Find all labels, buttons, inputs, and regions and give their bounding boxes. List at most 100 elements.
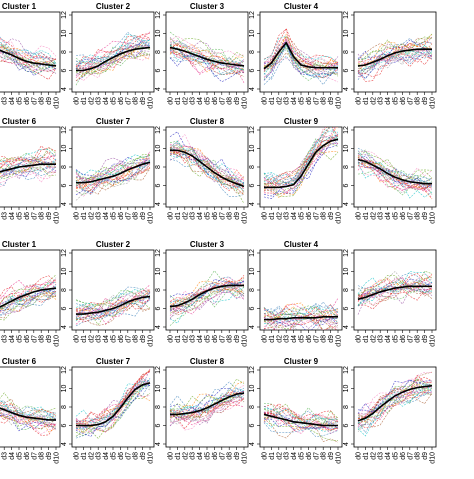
member-profile-line [263, 55, 339, 86]
x-tick-label: d6 [212, 97, 219, 105]
member-profile-line [0, 413, 57, 426]
x-tick-label: d0 [74, 212, 81, 220]
member-profile-line [357, 391, 433, 422]
member-profile-line [0, 38, 57, 60]
x-tick-label: d5 [299, 452, 306, 460]
member-profile-line [75, 288, 151, 310]
x-tick-label: d0 [356, 97, 363, 105]
member-profile-line [0, 166, 57, 186]
x-tick-label: d8 [39, 97, 46, 105]
y-tick-label: 8 [343, 165, 350, 169]
x-tick-label: d10 [148, 212, 155, 224]
x-tick-label: d10 [242, 97, 249, 109]
plot-frame [259, 11, 343, 93]
x-tick-label: d4 [291, 335, 298, 343]
member-profile-line [357, 272, 433, 302]
x-tick-label: d3 [378, 212, 385, 220]
y-tick-label: 10 [249, 268, 256, 276]
member-profile-line [263, 413, 339, 434]
y-tick-label: 8 [249, 50, 256, 54]
x-tick-label: d0 [74, 452, 81, 460]
member-profile-line [75, 156, 151, 182]
x-tick-label: d8 [39, 335, 46, 343]
y-tick-label: 8 [155, 165, 162, 169]
member-profile-line [169, 391, 245, 419]
member-profile-line [0, 55, 57, 69]
member-profiles [169, 378, 245, 431]
member-profile-line [0, 292, 57, 310]
centroid-line [357, 384, 433, 422]
x-tick-label: d9 [328, 452, 335, 460]
y-tick-label: 10 [249, 30, 256, 38]
member-profile-line [0, 169, 57, 184]
member-profile-line [263, 403, 339, 422]
x-tick-label: d8 [415, 97, 422, 105]
member-profile-line [75, 392, 151, 434]
y-tick-label: 6 [343, 306, 350, 310]
y-tick-label: 8 [155, 405, 162, 409]
member-profile-line [0, 279, 57, 304]
member-profile-line [75, 371, 151, 426]
member-profile-line [357, 37, 433, 61]
x-tick-label: d10 [430, 212, 437, 224]
x-tick-label: d2 [0, 335, 1, 343]
member-profile-line [0, 392, 57, 420]
member-profile-line [75, 286, 151, 314]
member-profile-line [357, 285, 433, 306]
member-profile-line [75, 156, 151, 178]
cluster-panel: Cluster 3 4 6 8 10 12 d0 d1 d2 d3 d4 d5 d6 d7 d8 d9 d10 [155, 240, 249, 347]
y-tick-label: 10 [343, 385, 350, 393]
x-tick-label: d9 [328, 335, 335, 343]
y-tick-label: 10 [249, 385, 256, 393]
member-profile-line [75, 39, 151, 66]
member-profile-line [0, 290, 57, 313]
y-tick-label: 10 [343, 145, 350, 153]
x-tick-label: d3 [378, 97, 385, 105]
member-profile-line [169, 284, 245, 326]
x-tick-label: d4 [291, 452, 298, 460]
member-profile-line [75, 152, 151, 183]
member-profile-line [357, 376, 433, 419]
member-profile-line [169, 53, 245, 76]
cluster-panel: Cluster 14681012d0d1d2d3d4d5d6d7d8d9d10 [0, 240, 61, 347]
centroid-line [170, 149, 245, 188]
member-profile-line [75, 154, 151, 178]
y-tick-label: 6 [155, 183, 162, 187]
x-tick-label: d8 [133, 97, 140, 105]
x-tick-label: d0 [356, 452, 363, 460]
member-profile-line [263, 28, 339, 63]
y-tick-label: 12 [249, 126, 256, 134]
x-tick-label: d2 [182, 452, 189, 460]
centroid-line [0, 407, 56, 421]
x-tick-label: d5 [17, 212, 24, 220]
x-tick-label: d4 [9, 97, 16, 105]
x-tick-label: d2 [276, 212, 283, 220]
x-tick-label: d6 [24, 97, 31, 105]
member-profile-line [0, 56, 57, 80]
member-profile-line [0, 285, 57, 310]
y-tick-label: 4 [61, 325, 68, 329]
member-profile-line [169, 275, 245, 302]
x-tick-label: d4 [9, 212, 16, 220]
x-tick-label: d5 [205, 452, 212, 460]
member-profile-line [169, 280, 245, 311]
cluster-panel: Cluster 3 4 6 8 10 12 d0 d1 d2 d3 d4 d5 d6 d7 d8 d9 d10 [155, 2, 249, 109]
member-profile-line [357, 154, 433, 189]
member-profile-line [0, 415, 57, 432]
member-profile-line [75, 34, 151, 66]
y-tick-label: 6 [249, 306, 256, 310]
panel-title: Cluster 9 [284, 357, 319, 366]
member-profile-line [263, 411, 339, 430]
member-profile-line [357, 162, 433, 199]
member-profile-line [263, 305, 339, 319]
member-profile-line [169, 285, 245, 316]
cluster-panel: Cluster 2 4 6 8 10 12 d0 d1 d2 d3 d4 d5 d6 d7 d8 d9 d10 [61, 2, 155, 109]
panel-title: Cluster 1 [2, 2, 37, 11]
x-tick-label: d8 [321, 452, 328, 460]
x-tick-label: d2 [88, 452, 95, 460]
member-profile-line [75, 392, 151, 439]
y-tick-label: 8 [343, 288, 350, 292]
member-profile-line [75, 159, 151, 184]
member-profile-line [357, 371, 433, 420]
panel-title: Cluster 3 [190, 240, 225, 249]
